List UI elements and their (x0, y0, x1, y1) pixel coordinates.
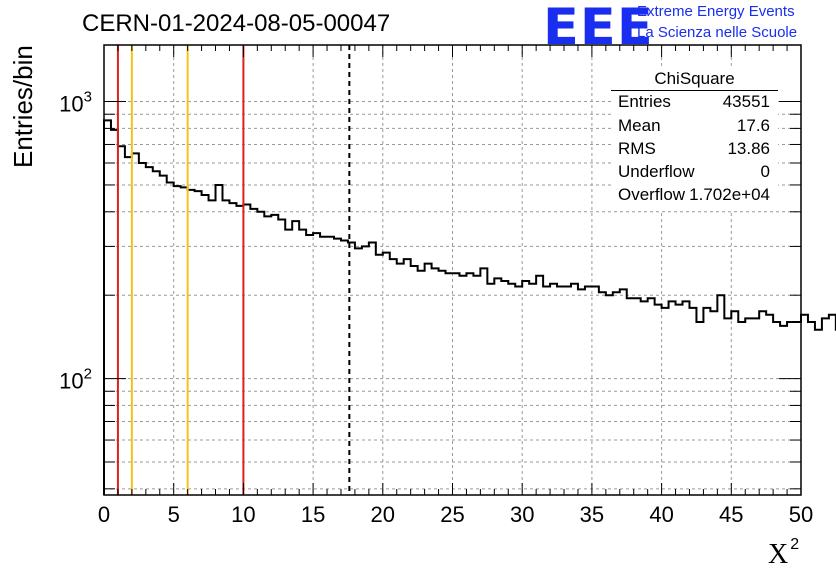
stats-title-underline (611, 90, 778, 91)
stats-key: Entries (618, 92, 671, 111)
stats-box: ChiSquare Entries 43551 Mean 17.6 RMS 13… (611, 67, 778, 210)
y-tick-label-base: 10 (59, 369, 83, 394)
x-tick-label: 45 (719, 502, 743, 527)
x-tick-label: 30 (510, 502, 534, 527)
stats-value: 0 (760, 162, 770, 181)
stats-value: 43551 (722, 92, 770, 111)
stats-row-underflow: Underflow 0 (618, 162, 770, 184)
x-tick-label: 40 (649, 502, 673, 527)
logo-subtitle-2: La Scienza nelle Scuole (637, 24, 798, 41)
y-tick-label-exponent: 3 (84, 89, 92, 106)
x-tick-label: 35 (580, 502, 604, 527)
stats-key: RMS (618, 139, 656, 158)
stats-key: Mean (618, 116, 661, 135)
eee-logo: EEE (543, 0, 654, 56)
x-axis-label-exponent: 2 (790, 536, 800, 553)
run-title: CERN-01-2024-08-05-00047 (82, 10, 391, 37)
stats-key: Overflow (618, 185, 686, 204)
y-tick-label-base: 10 (59, 92, 83, 117)
x-tick-label: 15 (301, 502, 325, 527)
x-tick-label: 0 (98, 502, 110, 527)
stats-key: Underflow (618, 162, 695, 181)
x-tick-label: 10 (231, 502, 255, 527)
y-tick-label-exponent: 2 (84, 366, 92, 383)
histogram-series (103, 119, 836, 495)
x-tick-label: 5 (168, 502, 180, 527)
stats-row-entries: Entries 43551 (618, 92, 770, 114)
stats-title: ChiSquare (654, 69, 735, 88)
stats-row-overflow: Overflow 1.702e+04 (618, 185, 770, 207)
x-tick-label: 20 (371, 502, 395, 527)
y-tick-label: 103 (59, 89, 92, 117)
stats-value: 13.86 (727, 139, 770, 158)
x-axis-label-symbol: X (768, 539, 789, 570)
stats-row-mean: Mean 17.6 (618, 116, 770, 138)
x-tick-label: 25 (440, 502, 464, 527)
stats-value: 17.6 (736, 116, 770, 135)
x-tick-label: 50 (789, 502, 813, 527)
y-axis-label: Entries/bin (8, 45, 38, 168)
y-tick-label: 102 (59, 366, 92, 394)
logo-subtitle-1: Extreme Energy Events (637, 3, 795, 20)
stats-value: 1.702e+04 (689, 185, 770, 204)
stats-row-rms: RMS 13.86 (618, 139, 770, 161)
